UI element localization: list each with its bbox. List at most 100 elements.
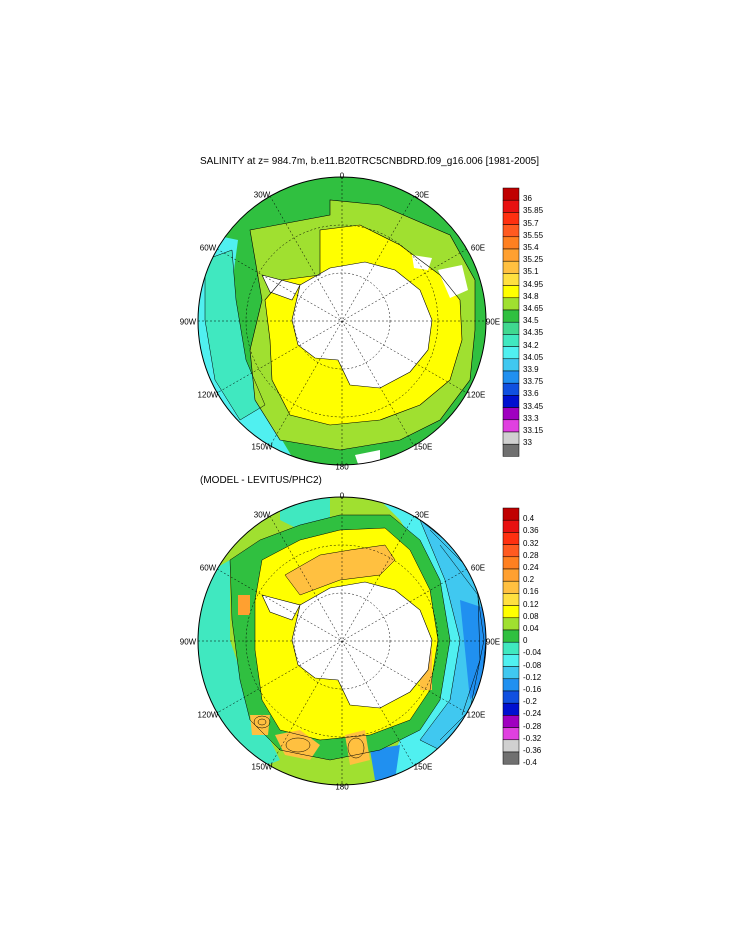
- salinity-colorbar-swatch: [502, 443, 520, 457]
- lon-label-180: 180: [335, 462, 349, 472]
- lon-label-30e: 30E: [414, 510, 430, 520]
- difference-colorbar-swatch: [502, 641, 520, 655]
- salinity-colorbar-label: 34.2: [523, 340, 539, 350]
- difference-colorbar-label: 0.36: [523, 526, 539, 536]
- salinity-colorbar-label: 36: [523, 194, 532, 204]
- salinity-colorbar-swatch: [502, 187, 520, 201]
- salinity-colorbar-label: 33.45: [523, 401, 544, 411]
- difference-colorbar-swatch: [502, 654, 520, 667]
- lon-label-60w: 60W: [199, 563, 217, 573]
- difference-colorbar-label: -0.32: [523, 733, 542, 743]
- lon-label-90w: 90W: [179, 317, 197, 327]
- lon-label-90w: 90W: [179, 637, 197, 647]
- salinity-colorbar-swatch: [502, 285, 520, 299]
- difference-colorbar-label: -0.04: [523, 648, 542, 658]
- difference-colorbar-swatch: [502, 605, 520, 619]
- difference-colorbar-label: -0.4: [523, 758, 537, 768]
- salinity-colorbar-swatch: [502, 370, 520, 384]
- difference-colorbar-swatch: [502, 617, 520, 631]
- difference-colorbar-swatch: [502, 690, 520, 704]
- lon-label-150e: 150E: [413, 762, 433, 772]
- difference-colorbar-swatch: [502, 532, 520, 545]
- difference-colorbar-swatch: [502, 593, 520, 606]
- difference-colorbar-label: -0.24: [523, 709, 542, 719]
- lon-label-150w: 150W: [251, 442, 273, 452]
- salinity-colorbar-label: 34.05: [523, 352, 544, 362]
- salinity-colorbar-label: 33.75: [523, 377, 544, 387]
- lon-label-90e: 90E: [485, 317, 501, 327]
- salinity-colorbar-swatch: [502, 395, 520, 408]
- lon-label-120w: 120W: [197, 390, 219, 400]
- salinity-colorbar-label: 35.4: [523, 243, 539, 252]
- difference-colorbar-label: 0: [523, 636, 528, 646]
- lon-label-30e: 30E: [414, 190, 430, 200]
- salinity-colorbar-swatch: [502, 382, 520, 396]
- lon-label-60e: 60E: [470, 243, 486, 253]
- salinity-colorbar-label: 33.3: [523, 413, 539, 423]
- salinity-colorbar-swatch: [502, 334, 520, 347]
- difference-colorbar-label: -0.28: [523, 721, 542, 731]
- lon-label-180: 180: [335, 782, 349, 792]
- lon-label-0: 0: [339, 171, 345, 181]
- salinity-colorbar-label: 33.15: [523, 426, 544, 435]
- lon-label-60w: 60W: [199, 243, 217, 253]
- salinity-colorbar-swatch: [502, 212, 520, 225]
- salinity-colorbar-swatch: [502, 297, 520, 311]
- salinity-colorbar-label: 34.5: [523, 316, 539, 326]
- difference-colorbar-label: 0.08: [523, 611, 539, 621]
- difference-colorbar-swatch: [502, 556, 520, 570]
- lon-label-120e: 120E: [466, 390, 486, 400]
- lon-label-120w: 120W: [197, 710, 219, 720]
- lon-label-30w: 30W: [253, 510, 271, 520]
- salinity-colorbar-label: 35.85: [523, 206, 544, 216]
- difference-colorbar-label: -0.36: [523, 746, 542, 755]
- difference-colorbar-swatch: [502, 751, 520, 765]
- salinity-colorbar-swatch: [502, 431, 520, 445]
- difference-colorbar-swatch: [502, 507, 520, 521]
- salinity-colorbar-swatch: [502, 407, 520, 421]
- difference-colorbar-label: 0.28: [523, 550, 539, 560]
- difference-colorbar-swatch: [502, 739, 520, 753]
- salinity-map: [197, 176, 487, 466]
- difference-colorbar-label: -0.08: [523, 660, 542, 670]
- salinity-colorbar-label: 33.9: [523, 365, 539, 374]
- lon-label-150e: 150E: [413, 442, 433, 452]
- difference-colorbar-swatch: [502, 519, 520, 533]
- salinity-colorbar-label: 34.35: [523, 328, 544, 338]
- salinity-colorbar-swatch: [502, 199, 520, 213]
- lon-label-30w: 30W: [253, 190, 271, 200]
- lon-label-0: 0: [339, 491, 345, 501]
- difference-colorbar-swatch: [502, 580, 520, 594]
- difference-colorbar-label: 0.2: [523, 575, 535, 585]
- salinity-colorbar-swatch: [502, 236, 520, 250]
- difference-map: [197, 496, 487, 786]
- difference-colorbar-swatch: [502, 544, 520, 558]
- lon-label-120e: 120E: [466, 710, 486, 720]
- difference-colorbar-swatch: [502, 568, 520, 582]
- salinity-colorbar-swatch: [502, 273, 520, 286]
- salinity-colorbar-swatch: [502, 224, 520, 238]
- salinity-colorbar: [502, 187, 520, 457]
- salinity-colorbar-label: 35.25: [523, 255, 544, 265]
- salinity-colorbar-swatch: [502, 260, 520, 274]
- lon-label-150w: 150W: [251, 762, 273, 772]
- difference-colorbar: [502, 507, 520, 765]
- salinity-colorbar-swatch: [502, 346, 520, 360]
- difference-colorbar-label: -0.2: [523, 697, 537, 707]
- salinity-colorbar-swatch: [502, 358, 520, 372]
- difference-colorbar-swatch: [502, 629, 520, 643]
- difference-colorbar-label: 0.4: [523, 514, 535, 524]
- salinity-colorbar-label: 34.65: [523, 304, 544, 313]
- difference-colorbar-swatch: [502, 715, 520, 728]
- difference-colorbar-label: 0.12: [523, 599, 539, 609]
- salinity-colorbar-swatch: [502, 309, 520, 323]
- lon-label-90e: 90E: [485, 637, 501, 647]
- difference-colorbar-swatch: [502, 727, 520, 741]
- difference-colorbar-label: 0.32: [523, 538, 539, 548]
- difference-colorbar-label: -0.12: [523, 672, 542, 682]
- salinity-colorbar-label: 33.6: [523, 389, 539, 399]
- difference-colorbar-label: -0.16: [523, 685, 542, 694]
- difference-colorbar-swatch: [502, 678, 520, 692]
- difference-colorbar-label: 0.24: [523, 563, 539, 572]
